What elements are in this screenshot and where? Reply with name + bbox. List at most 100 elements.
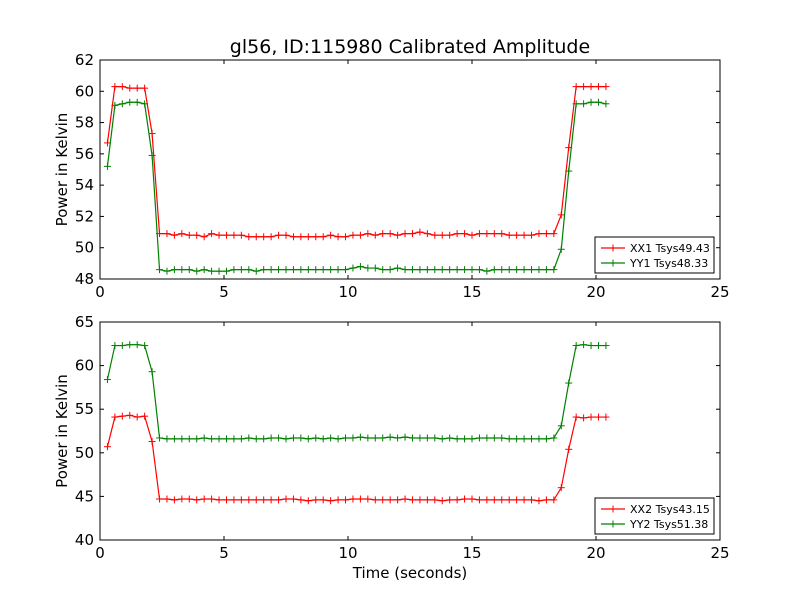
data-point [408,496,416,504]
data-point [170,435,178,443]
data-point [334,496,342,504]
data-point [453,266,461,274]
x-tick-label: 5 [219,544,229,562]
data-point [163,495,171,503]
data-point [193,496,201,504]
data-point [215,435,223,443]
data-point [528,435,536,443]
data-point [535,266,543,274]
data-point [103,443,111,451]
data-point [446,266,454,274]
data-point [364,230,372,238]
legend-label: YY1 Tsys48.33 [629,257,708,270]
data-point [185,231,193,239]
data-point [200,233,208,241]
data-point [275,231,283,239]
data-point [275,266,283,274]
data-point [602,83,610,91]
data-point [289,233,297,241]
data-point [141,412,149,420]
data-point [148,151,156,159]
y-tick-label: 50 [75,239,94,257]
y-tick-label: 60 [75,82,94,100]
data-point [550,496,558,504]
data-point [148,368,156,376]
data-point [289,434,297,442]
data-point [163,435,171,443]
data-point [520,266,528,274]
x-tick-label: 5 [219,283,229,301]
data-point [587,83,595,91]
y-tick-label: 55 [75,400,94,418]
data-point [289,495,297,503]
data-point [156,266,164,274]
legend: XX1 Tsys49.43 YY1 Tsys48.33 [594,236,715,274]
data-point [222,267,230,275]
data-point [163,230,171,238]
data-point [468,435,476,443]
data-point [334,435,342,443]
data-point [312,496,320,504]
data-point [200,495,208,503]
data-point [118,83,126,91]
data-point [230,435,238,443]
data-point [386,266,394,274]
data-point [260,435,268,443]
data-point [126,98,134,106]
data-point [557,484,565,492]
legend-label: XX2 Tsys43.15 [630,503,710,516]
data-point [275,496,283,504]
data-point [468,266,476,274]
data-point [230,231,238,239]
data-point [475,434,483,442]
y-tick-label: 58 [75,114,94,132]
data-point [468,495,476,503]
data-point [401,266,409,274]
data-point [230,496,238,504]
data-point [349,231,357,239]
data-point [557,211,565,219]
data-point [513,266,521,274]
data-point [565,445,573,453]
data-point [371,264,379,272]
data-point [260,266,268,274]
data-point [304,266,312,274]
data-point [148,130,156,138]
data-point [133,341,141,349]
data-point [513,231,521,239]
data-point [304,233,312,241]
data-point [222,435,230,443]
data-point [356,231,364,239]
data-point [267,233,275,241]
data-point [379,266,387,274]
bottom-plot: 0 5 10 15 20 25 40 45 50 55 60 65 Power in Kelvin XX2… [53,313,730,562]
data-point [364,495,372,503]
data-point [528,496,536,504]
data-point [513,496,521,504]
data-point [111,342,119,350]
data-point [461,495,469,503]
data-point [535,230,543,238]
y-tick-label: 52 [75,207,94,225]
data-point [602,413,610,421]
data-point [550,266,558,274]
data-point [193,231,201,239]
x-tick-label: 15 [462,283,481,301]
data-point [327,434,335,442]
data-point [602,100,610,108]
data-point [587,98,595,106]
data-point [580,83,588,91]
data-point [342,434,350,442]
data-point [103,376,111,384]
data-point [245,233,253,241]
data-point [275,434,283,442]
data-point [401,495,409,503]
x-tick-label: 0 [95,544,105,562]
data-point [193,267,201,275]
data-point [118,342,126,350]
data-point [230,266,238,274]
data-point [170,496,178,504]
data-point [252,233,260,241]
data-point [557,245,565,253]
data-point [327,497,335,505]
